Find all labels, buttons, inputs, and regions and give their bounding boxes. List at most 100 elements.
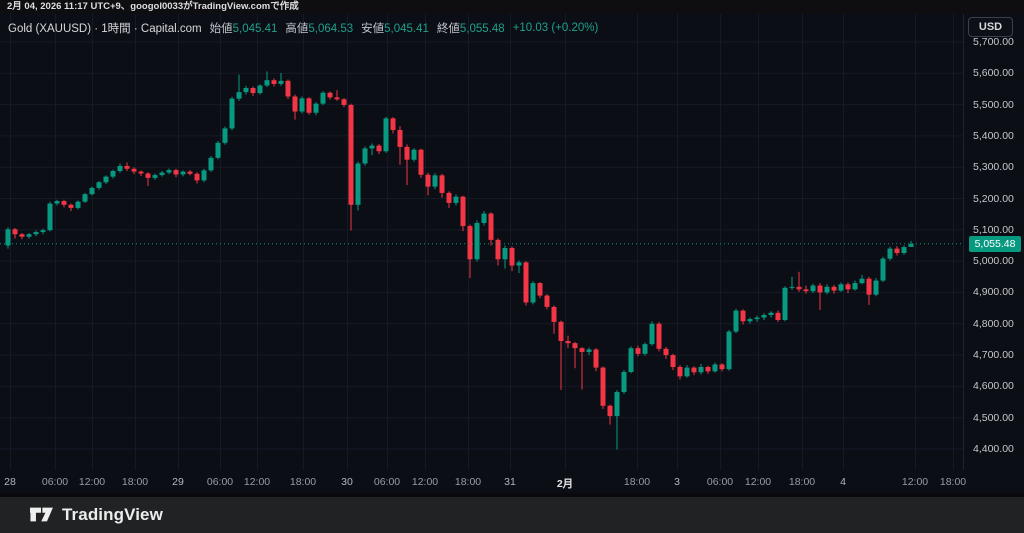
ohlc-field: 高値5,064.53	[285, 23, 354, 35]
candle-body	[439, 175, 445, 193]
candle-body	[894, 248, 900, 254]
chart-legend: Gold (XAUUSD) · 1時間 · Capital.com 始値5,04…	[8, 20, 598, 36]
ohlc-field: 始値5,045.41	[209, 23, 278, 35]
tradingview-brand[interactable]: TradingView	[62, 505, 163, 524]
candle-body	[19, 234, 25, 237]
candle-body	[40, 230, 46, 233]
candle-body	[670, 355, 676, 367]
candle-body	[103, 176, 109, 183]
chart-region: Gold (XAUUSD) · 1時間 · Capital.com 始値5,04…	[0, 14, 1024, 493]
candle-body	[796, 286, 802, 290]
candle-body	[194, 173, 200, 181]
candle-body	[803, 289, 809, 292]
time-axis[interactable]: 28 06:00 12:00 18:00 29 06:00 12:00 18:00 30 06:0…	[0, 470, 1024, 493]
candle-body	[810, 285, 816, 292]
candle-body	[299, 98, 305, 112]
candle-body	[124, 165, 130, 169]
candle-body	[5, 229, 11, 246]
time-axis-label: 12:00	[243, 476, 271, 488]
candle-body	[852, 283, 858, 290]
candle-wick	[798, 271, 800, 292]
time-axis-label: 18:00	[454, 476, 482, 488]
candle-wick	[147, 172, 149, 187]
candle-body	[369, 145, 375, 149]
candle-body	[866, 278, 872, 295]
time-axis-label: 4	[840, 476, 846, 488]
candle-body	[82, 194, 88, 202]
candle-body	[887, 248, 893, 259]
time-axis-label: 30	[341, 476, 353, 488]
tradingview-logo-icon[interactable]	[28, 504, 54, 526]
candle-body	[859, 278, 865, 284]
price-axis-label: 4,800.00	[973, 317, 1014, 330]
candle-body	[271, 80, 277, 84]
candle-body	[138, 171, 144, 174]
candle-wick	[280, 72, 282, 86]
candle-body	[145, 173, 151, 178]
symbol-title[interactable]: Gold (XAUUSD) · 1時間 · Capital.com	[8, 23, 202, 35]
candle-body	[411, 149, 417, 160]
candle-body	[824, 286, 830, 293]
candle-body	[838, 284, 844, 291]
time-axis-label: 06:00	[706, 476, 734, 488]
candle-body	[516, 262, 522, 266]
candle-body	[691, 367, 697, 373]
candle-body	[467, 226, 473, 260]
time-axis-label: 12:00	[78, 476, 106, 488]
candle-body	[117, 165, 123, 171]
candle-body	[173, 170, 179, 175]
candle-body	[383, 118, 389, 152]
currency-toggle-button[interactable]: USD	[968, 17, 1013, 37]
candle-body	[208, 157, 214, 171]
candle-body	[159, 172, 165, 176]
time-axis-label: 12:00	[901, 476, 929, 488]
time-axis-label: 06:00	[373, 476, 401, 488]
candle-body	[33, 232, 39, 235]
candle-body	[481, 213, 487, 223]
time-axis-label: 06:00	[41, 476, 69, 488]
candle-body	[453, 196, 459, 203]
candle-body	[656, 323, 662, 349]
candle-body	[61, 201, 67, 205]
candle-body	[509, 248, 515, 266]
time-axis-label: 29	[172, 476, 184, 488]
candle-body	[257, 85, 263, 94]
price-axis-label: 5,100.00	[973, 223, 1014, 236]
time-axis-label: 18:00	[939, 476, 967, 488]
candle-body	[397, 129, 403, 147]
candle-wick	[238, 74, 240, 101]
candle-body	[362, 148, 368, 164]
candle-body	[166, 170, 172, 173]
time-axis-label: 18:00	[289, 476, 317, 488]
ohlc-field: 終値5,055.48	[436, 23, 505, 35]
time-axis-label: 12:00	[744, 476, 772, 488]
price-axis-label: 4,700.00	[973, 349, 1014, 362]
candle-body	[243, 88, 249, 93]
candle-body	[376, 145, 382, 152]
price-axis-label: 5,400.00	[973, 129, 1014, 142]
candle-body	[488, 213, 494, 240]
candle-body	[635, 348, 641, 354]
candle-body	[845, 284, 851, 290]
candle-body	[733, 310, 739, 332]
time-axis-label: 06:00	[206, 476, 234, 488]
candle-body	[684, 367, 690, 377]
candle-body	[782, 287, 788, 321]
candle-wick	[574, 341, 576, 369]
time-axis-label: 2月	[556, 478, 574, 490]
candle-body	[229, 98, 235, 129]
candle-body	[201, 170, 207, 181]
price-axis-label: 5,000.00	[973, 255, 1014, 268]
candle-wick	[371, 143, 373, 156]
candle-body	[474, 222, 480, 260]
candle-body	[754, 317, 760, 320]
price-axis[interactable]: 5,700.00 5,600.00 5,500.00 5,400.00 5,300.00…	[963, 14, 1024, 470]
candle-wick	[581, 346, 583, 390]
candlestick-chart[interactable]	[0, 14, 1024, 470]
time-axis-label: 28	[4, 476, 16, 488]
candle-body	[404, 146, 410, 160]
candle-body	[236, 92, 242, 99]
candle-body	[537, 283, 543, 296]
attribution-bar: 2月 04, 2026 11:17 UTC+9、googol0033がTradi…	[0, 0, 1024, 14]
candle-body	[817, 285, 823, 293]
